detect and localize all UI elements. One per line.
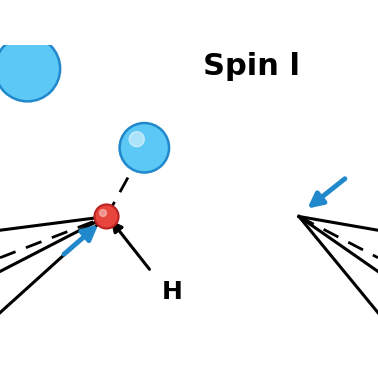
Circle shape — [94, 204, 119, 229]
Circle shape — [119, 123, 169, 172]
Text: Spin l: Spin l — [203, 51, 300, 81]
Circle shape — [100, 210, 107, 217]
Circle shape — [0, 36, 60, 101]
Text: h: h — [2, 51, 31, 93]
Text: H: H — [161, 280, 182, 304]
Circle shape — [129, 132, 144, 147]
